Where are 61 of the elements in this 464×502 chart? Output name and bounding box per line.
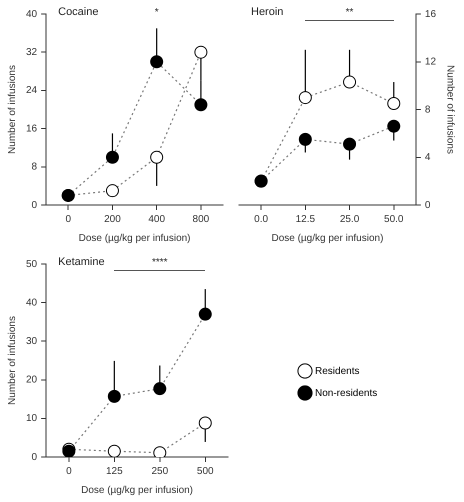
y-tick-label: 40	[26, 8, 38, 20]
chart-title: Heroin	[251, 6, 284, 18]
y-tick-label: 0	[32, 452, 38, 463]
y2-tick-label: 16	[424, 8, 436, 20]
y-tick-label: 50	[26, 258, 38, 270]
point	[343, 138, 356, 151]
x-tick-label: 125	[106, 466, 124, 477]
point	[106, 184, 119, 198]
point	[198, 308, 212, 321]
point	[194, 98, 208, 112]
x-tick-label: 12.5	[296, 214, 316, 225]
x-tick-label: 25.0	[340, 214, 360, 225]
y-axis-title: Number of infusions	[6, 316, 18, 405]
y-tick-label: 10	[26, 413, 38, 424]
y-tick-label: 30	[26, 336, 38, 347]
annotation: **	[346, 7, 354, 18]
y-tick-label: 20	[26, 374, 38, 386]
y2-axis-title: Number of infusions	[444, 65, 456, 154]
y2-tick-label: 4	[424, 152, 431, 163]
x-tick-label: 800	[192, 214, 210, 225]
point	[150, 55, 164, 68]
y-axis-title: Number of infusions	[6, 65, 18, 154]
x-tick-label: 250	[151, 466, 169, 477]
point	[343, 76, 356, 89]
x-tick-label: 400	[148, 214, 166, 225]
y-tick-label: 24	[26, 85, 38, 96]
y-tick-label: 32	[26, 46, 38, 58]
point	[108, 390, 121, 403]
point	[108, 444, 121, 457]
y2-tick-label: 8	[424, 104, 431, 116]
y-tick-label: 8	[32, 162, 38, 173]
x-tick-label: 200	[104, 214, 122, 225]
y-tick-label: 16	[26, 123, 38, 134]
x-axis-title: Dose (µg/kg per infusion)	[271, 232, 384, 244]
x-tick-label: 0	[66, 466, 72, 477]
point	[106, 150, 119, 164]
point	[298, 91, 312, 104]
chart-title: Cocaine	[58, 6, 98, 18]
annotation: *	[154, 7, 159, 18]
y-tick-label: 0	[32, 200, 38, 211]
legend-label: Residents	[315, 366, 360, 377]
point	[153, 446, 166, 457]
annotation: ****	[152, 257, 168, 268]
y2-tick-label: 0	[424, 200, 431, 211]
chart-title: Ketamine	[58, 256, 105, 268]
x-tick-label: 500	[196, 466, 214, 477]
legend-label: Non-residents	[315, 388, 378, 399]
point	[198, 416, 212, 430]
point	[194, 46, 208, 59]
point	[387, 120, 400, 133]
x-axis-title: Dose (µg/kg per infusion)	[81, 484, 194, 496]
x-axis-title: Dose (µg/kg per infusion)	[78, 232, 191, 244]
point	[150, 150, 164, 164]
y-tick-label: 40	[26, 297, 38, 308]
point	[387, 97, 400, 110]
x-tick-label: 0	[65, 214, 72, 225]
point	[153, 382, 166, 396]
x-tick-label: 0.0	[254, 214, 268, 225]
point	[298, 132, 312, 146]
y2-tick-label: 12	[424, 56, 436, 68]
x-tick-label: 50.0	[384, 214, 404, 225]
